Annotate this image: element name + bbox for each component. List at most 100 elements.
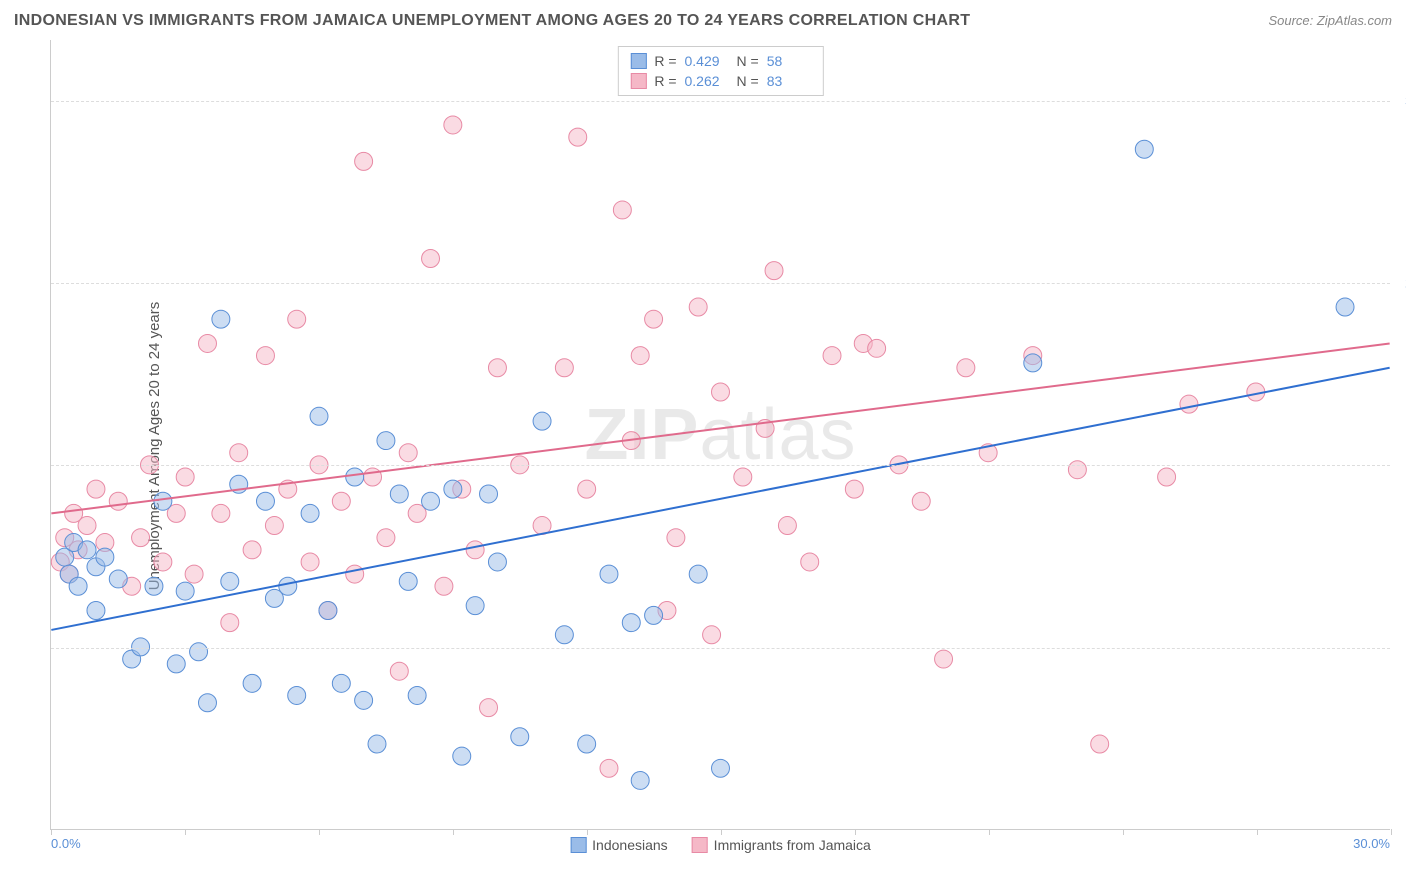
swatch-pink [630,73,646,89]
data-point [1180,395,1198,413]
data-point [689,298,707,316]
data-point [712,759,730,777]
data-point [444,116,462,134]
scatter-svg [51,40,1390,829]
data-point [1158,468,1176,486]
data-point [935,650,953,668]
r-value-blue: 0.429 [685,53,729,69]
data-point [265,517,283,535]
data-point [435,577,453,595]
x-tick [51,829,52,835]
legend-item-blue: Indonesians [570,837,668,853]
data-point [346,468,364,486]
data-point [230,444,248,462]
data-point [109,492,127,510]
data-point [555,626,573,644]
swatch-blue [630,53,646,69]
data-point [301,504,319,522]
data-point [645,606,663,624]
data-point [69,577,87,595]
gridline [51,283,1390,284]
data-point [778,517,796,535]
x-tick [1257,829,1258,835]
data-point [198,694,216,712]
stats-row-pink: R = 0.262 N = 83 [630,71,810,91]
data-point [488,359,506,377]
data-point [645,310,663,328]
data-point [154,553,172,571]
legend-item-pink: Immigrants from Jamaica [692,837,871,853]
data-point [631,347,649,365]
data-point [1068,461,1086,479]
data-point [96,548,114,566]
data-point [198,334,216,352]
regression-line [51,368,1389,630]
data-point [176,468,194,486]
data-point [279,577,297,595]
n-value-pink: 83 [767,73,811,89]
data-point [390,485,408,503]
data-point [631,771,649,789]
data-point [1091,735,1109,753]
source-attribution: Source: ZipAtlas.com [1268,13,1392,28]
data-point [578,480,596,498]
x-tick [1123,829,1124,835]
data-point [912,492,930,510]
data-point [399,572,417,590]
data-point [533,412,551,430]
data-point [868,339,886,357]
data-point [221,614,239,632]
data-point [1135,140,1153,158]
stats-legend-box: R = 0.429 N = 58 R = 0.262 N = 83 [617,46,823,96]
data-point [480,699,498,717]
data-point [377,529,395,547]
chart-plot-area: ZIPatlas R = 0.429 N = 58 R = 0.262 N = … [50,40,1390,830]
n-label-blue: N = [737,53,759,69]
data-point [332,674,350,692]
r-value-pink: 0.262 [685,73,729,89]
data-point [355,152,373,170]
data-point [355,691,373,709]
data-point [256,492,274,510]
data-point [600,565,618,583]
data-point [578,735,596,753]
data-point [368,735,386,753]
legend-label-pink: Immigrants from Jamaica [714,837,871,853]
data-point [422,492,440,510]
x-tick [721,829,722,835]
data-point [399,444,417,462]
legend-swatch-blue [570,837,586,853]
data-point [712,383,730,401]
data-point [288,686,306,704]
bottom-legend: Indonesians Immigrants from Jamaica [570,837,871,853]
data-point [154,492,172,510]
data-point [243,674,261,692]
data-point [332,492,350,510]
data-point [221,572,239,590]
legend-label-blue: Indonesians [592,837,668,853]
data-point [408,686,426,704]
data-point [765,262,783,280]
x-tick [855,829,856,835]
data-point [212,310,230,328]
data-point [555,359,573,377]
data-point [845,480,863,498]
gridline [51,101,1390,102]
data-point [480,485,498,503]
data-point [1336,298,1354,316]
data-point [364,468,382,486]
data-point [613,201,631,219]
n-label-pink: N = [737,73,759,89]
data-point [78,517,96,535]
data-point [190,643,208,661]
n-value-blue: 58 [767,53,811,69]
data-point [243,541,261,559]
data-point [390,662,408,680]
data-point [145,577,163,595]
data-point [301,553,319,571]
x-tick [1391,829,1392,835]
data-point [957,359,975,377]
x-axis-origin-label: 0.0% [51,836,81,851]
data-point [288,310,306,328]
data-point [600,759,618,777]
